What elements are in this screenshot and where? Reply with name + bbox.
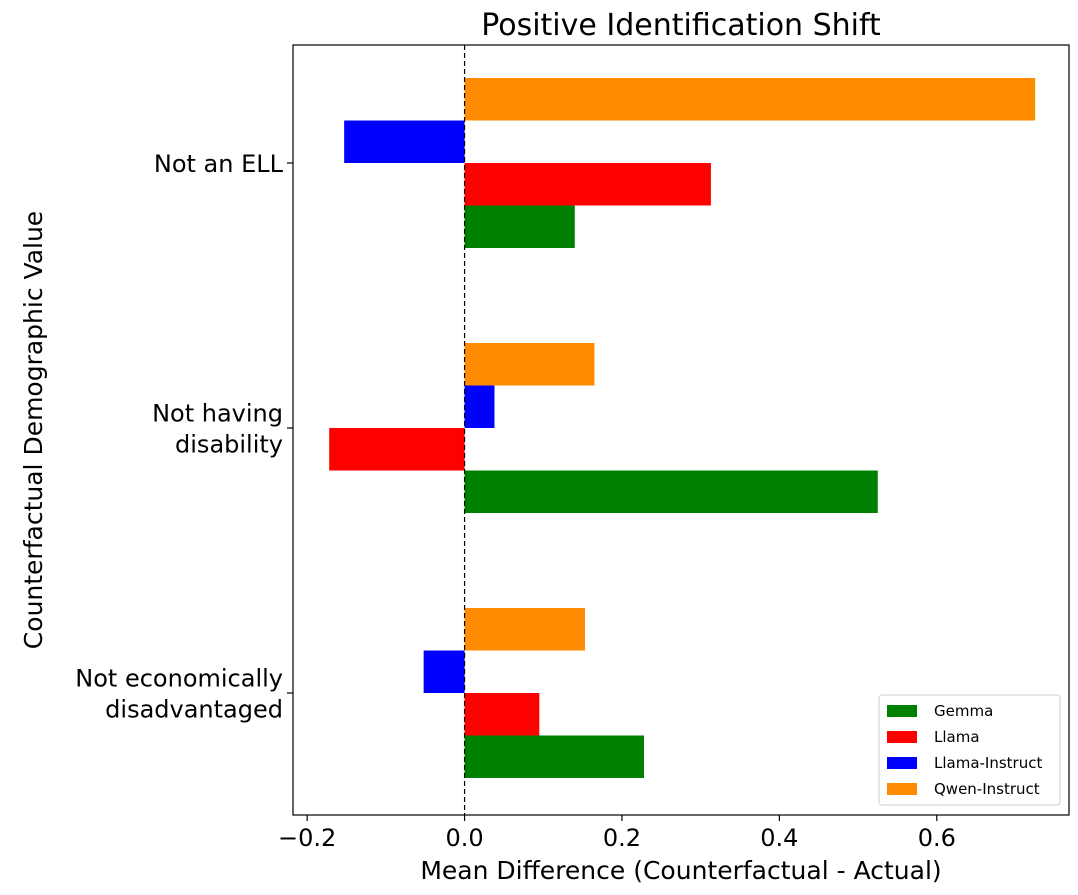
- y-tick-label: Not an ELL: [154, 150, 284, 178]
- x-tick-label: 0.2: [603, 824, 641, 852]
- x-tick-label: 0.4: [760, 824, 798, 852]
- bar-llama-0: [464, 163, 711, 206]
- legend-swatch: [887, 783, 917, 795]
- legend-label: Qwen-Instruct: [934, 780, 1040, 798]
- bar-llama-instruct-0: [344, 120, 465, 163]
- y-tick-label: disability: [175, 431, 283, 459]
- bar-gemma-1: [464, 470, 878, 513]
- x-axis-label: Mean Difference (Counterfactual - Actual…: [420, 856, 941, 885]
- legend-swatch: [887, 731, 917, 743]
- legend-box: [878, 694, 1061, 806]
- bars-layer: [329, 78, 1036, 778]
- bar-qwen-instruct-2: [464, 608, 585, 651]
- bar-llama-instruct-2: [423, 650, 465, 693]
- legend-swatch: [887, 705, 917, 717]
- legend-label: Gemma: [934, 702, 993, 720]
- bar-llama-2: [464, 693, 540, 736]
- bar-llama-1: [329, 428, 465, 471]
- legend-label: Llama: [934, 728, 980, 746]
- axes-layer: −0.2 0.0 0.2 0.4 0.6 Not an ELL Not having disa…: [75, 44, 1070, 852]
- bar-gemma-2: [464, 735, 645, 778]
- bar-llama-instruct-1: [464, 385, 495, 428]
- legend-label: Llama-Instruct: [934, 754, 1042, 772]
- y-tick-label: disadvantaged: [105, 696, 283, 724]
- y-tick-label: Not economically: [75, 665, 283, 693]
- x-tick-label: 0.6: [918, 824, 956, 852]
- plot-frame: [292, 44, 1070, 816]
- y-axis-label: Counterfactual Demographic Value: [19, 211, 48, 649]
- chart-title: Positive Identification Shift: [481, 8, 881, 43]
- legend: Gemma Llama Llama-Instruct Qwen-Instruct: [878, 694, 1061, 806]
- bar-qwen-instruct-1: [464, 343, 595, 386]
- bar-gemma-0: [464, 205, 575, 248]
- legend-swatch: [887, 757, 917, 769]
- x-tick-label: −0.2: [278, 824, 336, 852]
- bar-qwen-instruct-0: [464, 78, 1036, 121]
- y-tick-label: Not having: [152, 400, 283, 428]
- x-tick-label: 0.0: [445, 824, 483, 852]
